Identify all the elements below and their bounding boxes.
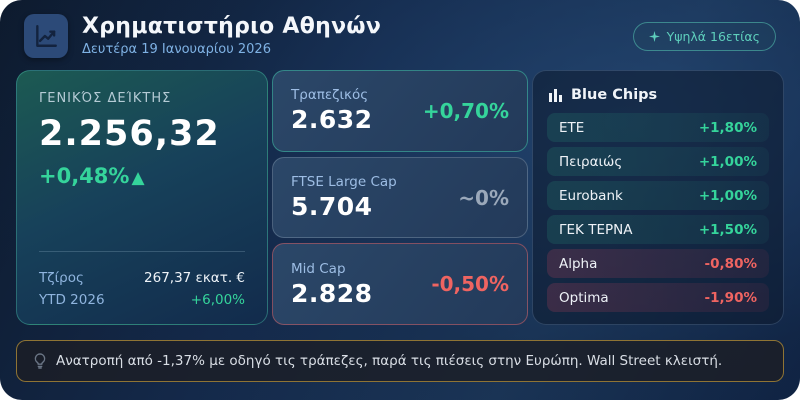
card-label: FTSE Large Cap (291, 174, 397, 190)
header: Χρηματιστήριο Αθηνών Δευτέρα 19 Ιανουαρί… (0, 0, 800, 58)
index-card-mid-cap[interactable]: Mid Cap 2.828 -0,50% (272, 243, 528, 326)
chip-name: Eurobank (559, 187, 623, 204)
spacer (39, 188, 245, 251)
sixteen-year-high-badge: Υψηλά 16ετίας (632, 22, 776, 51)
blue-chips-title: Blue Chips (571, 87, 658, 103)
chip-change: -0,80% (704, 255, 757, 272)
sparkle-icon (648, 31, 660, 42)
index-card-ftse-large-cap[interactable]: FTSE Large Cap 5.704 ~0% (272, 156, 528, 239)
main-grid: ΓΕΝΙΚΌΣ ΔΕΊΚΤΗΣ 2.256,32 +0,48% ▲ Τζίρος … (16, 70, 784, 326)
chip-name: Alpha (559, 255, 598, 272)
chip-name: Optima (559, 289, 609, 306)
market-summary-note: Ανατροπή από -1,37% με οδηγό τις τράπεζε… (16, 340, 784, 382)
general-index-panel: ΓΕΝΙΚΌΣ ΔΕΊΚΤΗΣ 2.256,32 +0,48% ▲ Τζίρος … (16, 70, 268, 325)
sector-cards-column: Τραπεζικός 2.632 +0,70% FTSE Large Cap 5… (272, 70, 528, 326)
chip-change: +1,00% (698, 153, 757, 170)
turnover-label: Τζίρος (39, 270, 84, 286)
chip-change: -1,90% (704, 289, 757, 306)
lightbulb-icon (33, 353, 47, 369)
note-text: Ανατροπή από -1,37% με οδηγό τις τράπεζε… (56, 353, 723, 369)
blue-chips-list: ΕΤΕ +1,80% Πειραιώς +1,00% Eurobank +1,0… (547, 113, 769, 312)
card-change: -0,50% (431, 272, 509, 297)
chip-name: ΓΕΚ ΤΕΡΝΑ (559, 221, 633, 238)
bar-chart-icon (549, 88, 563, 102)
card-text: Τραπεζικός 2.632 (291, 87, 373, 134)
card-text: Mid Cap 2.828 (291, 261, 373, 308)
chip-row-ete[interactable]: ΕΤΕ +1,80% (547, 113, 769, 142)
change-percent: +0,48% (39, 164, 130, 188)
chip-row-piraeus[interactable]: Πειραιώς +1,00% (547, 147, 769, 176)
general-index-value: 2.256,32 (39, 114, 220, 154)
card-text: FTSE Large Cap 5.704 (291, 174, 397, 221)
turnover-value: 267,37 εκατ. € (144, 270, 245, 286)
page-title: Χρηματιστήριο Αθηνών (82, 14, 382, 39)
ytd-value: +6,00% (190, 292, 245, 308)
chip-row-gek-terna[interactable]: ΓΕΚ ΤΕΡΝΑ +1,50% (547, 215, 769, 244)
chip-row-optima[interactable]: Optima -1,90% (547, 283, 769, 312)
chip-change: +1,00% (698, 187, 757, 204)
up-triangle-icon: ▲ (131, 168, 145, 188)
card-label: Mid Cap (291, 260, 346, 277)
card-value: 2.828 (291, 278, 373, 308)
general-index-label: ΓΕΝΙΚΌΣ ΔΕΊΚΤΗΣ (39, 91, 172, 106)
chip-change: +1,50% (698, 221, 757, 238)
turnover-stat-row: Τζίρος 267,37 εκατ. € (39, 270, 245, 286)
app-logo-chart-icon (24, 14, 68, 58)
card-value: 2.632 (291, 105, 373, 135)
title-block: Χρηματιστήριο Αθηνών Δευτέρα 19 Ιανουαρί… (82, 14, 381, 57)
card-value: 5.704 (291, 192, 373, 221)
date-subtitle: Δευτέρα 19 Ιανουαρίου 2026 (82, 42, 271, 58)
card-change: +0,70% (422, 98, 509, 123)
ytd-label: YTD 2026 (39, 292, 105, 308)
chip-change: +1,80% (698, 119, 757, 136)
chip-row-eurobank[interactable]: Eurobank +1,00% (547, 181, 769, 210)
card-label: Τραπεζικός (291, 87, 369, 104)
card-change: ~0% (458, 185, 509, 210)
chip-name: ΕΤΕ (559, 119, 585, 136)
blue-chips-panel: Blue Chips ΕΤΕ +1,80% Πειραιώς +1,00% Eu… (532, 70, 784, 325)
divider (39, 251, 245, 252)
blue-chips-header: Blue Chips (549, 87, 767, 103)
index-card-banks[interactable]: Τραπεζικός 2.632 +0,70% (272, 70, 528, 152)
chip-name: Πειραιώς (559, 153, 623, 170)
chip-row-alpha[interactable]: Alpha -0,80% (547, 249, 769, 278)
badge-label: Υψηλά 16ετίας (666, 29, 760, 44)
ytd-stat-row: YTD 2026 +6,00% (39, 292, 245, 308)
general-index-change: +0,48% ▲ (39, 164, 245, 188)
